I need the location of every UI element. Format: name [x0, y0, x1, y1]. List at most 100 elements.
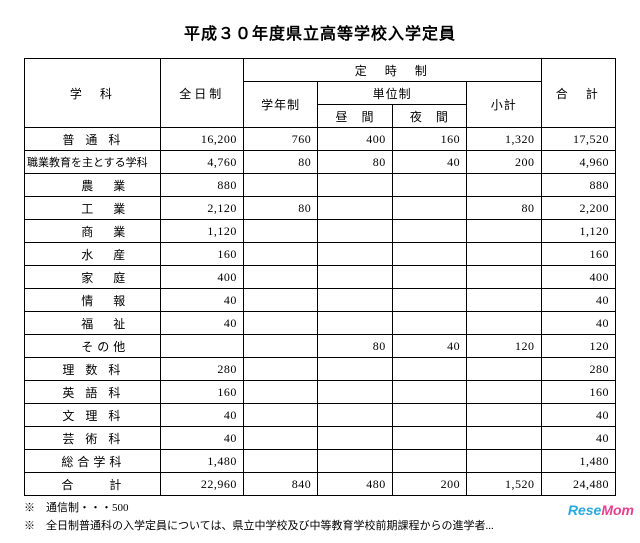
cell-night [392, 197, 466, 220]
cell-sub [467, 358, 541, 381]
cell-night [392, 266, 466, 289]
cell-sub: 1,320 [467, 128, 541, 151]
cell-year: 760 [243, 128, 317, 151]
cell-night [392, 289, 466, 312]
cell-total: 160 [541, 381, 615, 404]
cell-fulltime: 1,480 [160, 450, 243, 473]
hdr-yearsys: 学年制 [243, 82, 317, 128]
row-label: 芸 術 科 [25, 427, 161, 450]
cell-day [318, 220, 392, 243]
row-label: 福 祉 [51, 312, 160, 335]
row-label: 商 業 [51, 220, 160, 243]
cell-sub [467, 381, 541, 404]
cell-fulltime: 22,960 [160, 473, 243, 496]
table-row: 家 庭400400 [25, 266, 616, 289]
cell-total: 17,520 [541, 128, 615, 151]
row-label: その他 [51, 335, 160, 358]
cell-sub [467, 243, 541, 266]
cell-year [243, 289, 317, 312]
cell-day: 80 [318, 335, 392, 358]
cell-fulltime: 1,120 [160, 220, 243, 243]
cell-total: 400 [541, 266, 615, 289]
cell-total: 160 [541, 243, 615, 266]
watermark-part1: Rese [568, 502, 601, 518]
cell-sub: 80 [467, 197, 541, 220]
hdr-day: 昼 間 [318, 105, 392, 128]
watermark: ReseMom [568, 502, 634, 518]
cell-year [243, 427, 317, 450]
row-label: 文 理 科 [25, 404, 161, 427]
table-row: 普 通 科16,2007604001601,32017,520 [25, 128, 616, 151]
cell-fulltime: 40 [160, 312, 243, 335]
cell-total: 2,200 [541, 197, 615, 220]
cell-day: 80 [318, 151, 392, 174]
cell-day [318, 197, 392, 220]
cell-total: 40 [541, 289, 615, 312]
cell-night: 160 [392, 128, 466, 151]
hdr-unitsys: 単位制 [318, 82, 467, 105]
hdr-fulltime: 全日制 [160, 59, 243, 128]
cell-sub [467, 266, 541, 289]
watermark-part2: Mom [601, 502, 634, 518]
cell-fulltime: 40 [160, 427, 243, 450]
indent-spacer [25, 289, 51, 312]
notes: ※ 通信制・・・500 ※ 全日制普通科の入学定員については、県立中学校及び中等… [24, 500, 616, 535]
cell-year [243, 358, 317, 381]
table-row: 水 産160160 [25, 243, 616, 266]
hdr-subtotal: 小計 [467, 82, 541, 128]
row-label: 情 報 [51, 289, 160, 312]
cell-fulltime [160, 335, 243, 358]
cell-year: 80 [243, 197, 317, 220]
cell-night [392, 358, 466, 381]
cell-total: 40 [541, 427, 615, 450]
cell-year: 840 [243, 473, 317, 496]
cell-fulltime: 40 [160, 289, 243, 312]
cell-day [318, 381, 392, 404]
table-row: 英 語 科160160 [25, 381, 616, 404]
cell-year [243, 335, 317, 358]
cell-sub: 1,520 [467, 473, 541, 496]
cell-year [243, 220, 317, 243]
cell-night: 200 [392, 473, 466, 496]
cell-total: 1,480 [541, 450, 615, 473]
table-row: 文 理 科4040 [25, 404, 616, 427]
cell-fulltime: 880 [160, 174, 243, 197]
cell-sub [467, 174, 541, 197]
cell-night [392, 220, 466, 243]
hdr-total: 合 計 [541, 59, 615, 128]
cell-night [392, 404, 466, 427]
cell-year [243, 381, 317, 404]
row-label: 合 計 [25, 473, 161, 496]
indent-spacer [25, 312, 51, 335]
cell-fulltime: 160 [160, 381, 243, 404]
cell-night: 40 [392, 151, 466, 174]
cell-total: 40 [541, 312, 615, 335]
cell-sub: 120 [467, 335, 541, 358]
capacity-table: 学 科 全日制 定 時 制 合 計 学年制 単位制 小計 昼 間 夜 間 普 通… [24, 58, 616, 496]
cell-fulltime: 16,200 [160, 128, 243, 151]
table-row: 総合学科1,4801,480 [25, 450, 616, 473]
cell-year [243, 266, 317, 289]
cell-day [318, 289, 392, 312]
cell-year [243, 243, 317, 266]
cell-fulltime: 2,120 [160, 197, 243, 220]
cell-sub [467, 220, 541, 243]
indent-spacer [25, 243, 51, 266]
table-row: 合 計22,9608404802001,52024,480 [25, 473, 616, 496]
row-label: 家 庭 [51, 266, 160, 289]
cell-sub: 200 [467, 151, 541, 174]
hdr-parttime: 定 時 制 [243, 59, 541, 82]
cell-sub [467, 312, 541, 335]
cell-total: 120 [541, 335, 615, 358]
page-title: 平成３０年度県立高等学校入学定員 [24, 20, 616, 44]
cell-night [392, 450, 466, 473]
cell-total: 24,480 [541, 473, 615, 496]
cell-sub [467, 427, 541, 450]
row-label: 理 数 科 [25, 358, 161, 381]
cell-night: 40 [392, 335, 466, 358]
cell-fulltime: 400 [160, 266, 243, 289]
cell-fulltime: 160 [160, 243, 243, 266]
cell-night [392, 243, 466, 266]
cell-fulltime: 40 [160, 404, 243, 427]
cell-night [392, 381, 466, 404]
